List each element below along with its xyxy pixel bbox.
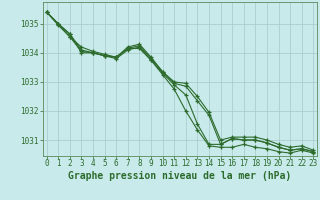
X-axis label: Graphe pression niveau de la mer (hPa): Graphe pression niveau de la mer (hPa)	[68, 171, 292, 181]
